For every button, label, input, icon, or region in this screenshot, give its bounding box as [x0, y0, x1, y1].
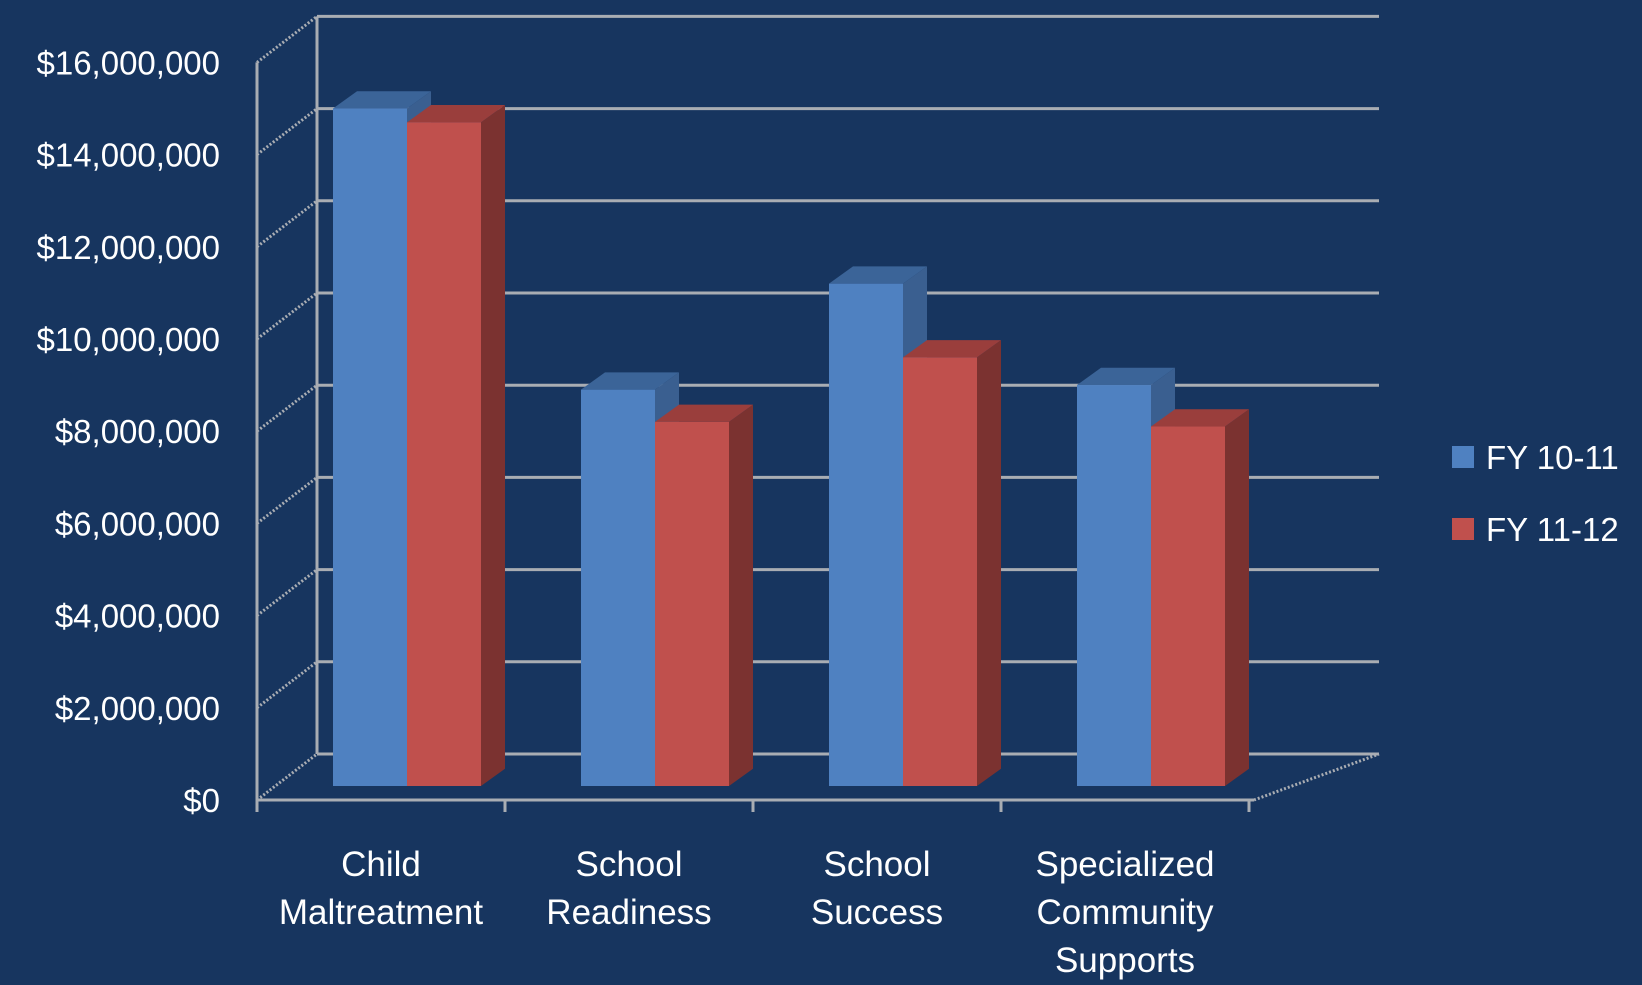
y-tick-labels: $0 $2,000,000 $4,000,000 $6,000,000 $8,000,0… [36, 44, 220, 819]
bar-fy11-12-2 [903, 340, 1001, 786]
bar-top [581, 372, 679, 390]
y-tick-label: $8,000,000 [55, 413, 220, 450]
bar-front [1077, 385, 1151, 786]
y-tick-label: $4,000,000 [55, 598, 220, 635]
x-tick-label: School Readiness [546, 845, 711, 932]
y-tick-label: $6,000,000 [55, 505, 220, 542]
x-tick-label-line: School [575, 845, 682, 884]
bar-side [729, 404, 753, 786]
bar-side [481, 105, 505, 786]
bar-side [977, 340, 1001, 786]
bar-fy11-12-1 [655, 404, 753, 786]
x-tick-labels: Child Maltreatment School Readiness School Su… [279, 845, 1215, 980]
gridline-diagonal [256, 568, 318, 617]
gridline-diagonal [256, 15, 318, 64]
floor-edge [1253, 752, 1380, 802]
y-tick-label: $0 [183, 782, 220, 819]
y-tick-label: $10,000,000 [36, 321, 220, 358]
x-tick-label-line: Success [811, 893, 943, 932]
x-tick-label: Specialized Community Supports [1036, 845, 1215, 980]
bar-top [407, 105, 505, 123]
gridline-diagonal [256, 660, 318, 709]
bar-front [829, 283, 903, 786]
bar-top [903, 340, 1001, 358]
bar-front [655, 421, 729, 786]
bar-top [829, 266, 927, 284]
x-tick-label-line: Supports [1055, 941, 1195, 980]
axes [255, 16, 1380, 812]
bar-front [407, 122, 481, 787]
y-tick-label: $2,000,000 [55, 690, 220, 727]
gridline-diagonal [256, 476, 318, 525]
bar-front [581, 389, 655, 786]
bar-front [1151, 426, 1225, 786]
x-tick-label-line: School [823, 845, 930, 884]
gridline-diagonal [256, 199, 318, 248]
x-tick-label-line: Specialized [1036, 845, 1215, 884]
x-tick-label: School Success [811, 845, 943, 932]
bar-top [655, 404, 753, 422]
legend: FY 10-11 FY 11-12 [1452, 439, 1619, 548]
y-tick-label: $14,000,000 [36, 137, 220, 174]
x-tick-label-line: Child [341, 845, 421, 884]
legend-label: FY 10-11 [1486, 439, 1619, 476]
y-tick-label: $12,000,000 [36, 229, 220, 266]
x-tick-label-line: Maltreatment [279, 893, 484, 932]
bars [333, 91, 1249, 787]
bar-side [1225, 409, 1249, 786]
legend-swatch [1452, 518, 1474, 540]
bar-front [333, 108, 407, 787]
gridline-diagonal [256, 291, 318, 341]
bar-top [1151, 409, 1249, 427]
x-tick-label: Child Maltreatment [279, 845, 484, 932]
x-tick-label-line: Readiness [546, 893, 711, 932]
bar-top [333, 91, 431, 109]
bar-top [1077, 367, 1175, 386]
bar-front [903, 357, 977, 786]
bar-fy11-12-0 [407, 105, 505, 787]
legend-swatch [1452, 446, 1474, 468]
legend-label: FY 11-12 [1486, 511, 1619, 548]
y-tick-label: $16,000,000 [36, 44, 220, 81]
gridline-diagonal [256, 107, 318, 156]
bar-fy11-12-3 [1151, 409, 1249, 786]
x-tick-label-line: Community [1037, 893, 1214, 932]
gridline-diagonal [256, 752, 318, 802]
gridline-diagonal [256, 384, 318, 433]
